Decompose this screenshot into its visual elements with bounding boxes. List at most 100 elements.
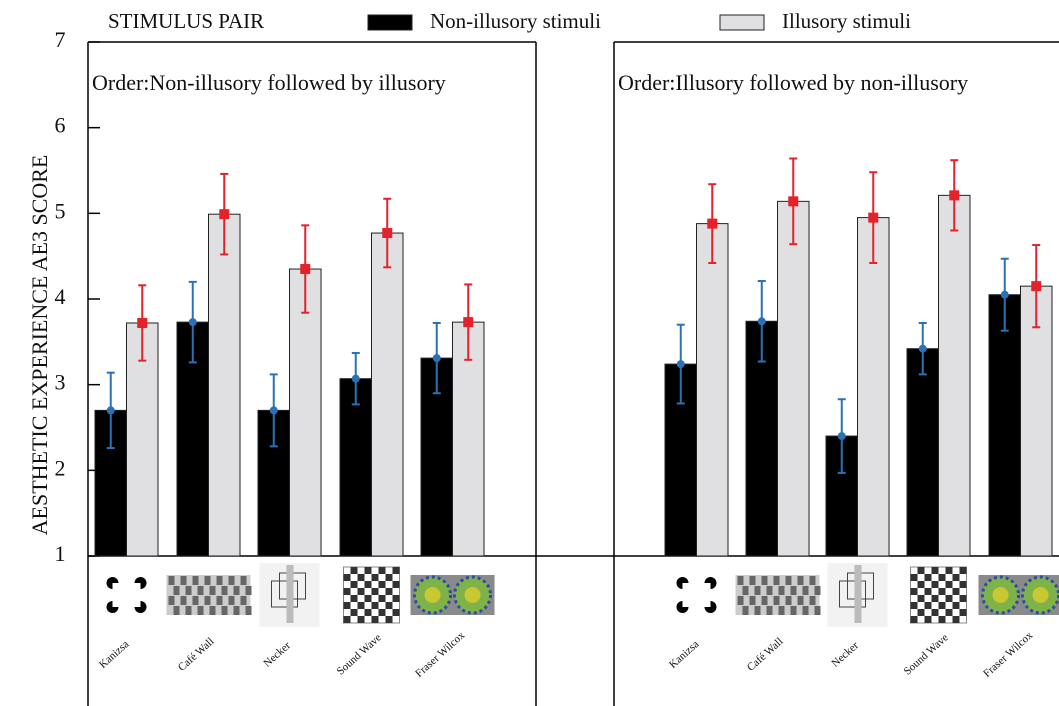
thumb-shape bbox=[372, 588, 379, 595]
bar bbox=[372, 233, 404, 556]
thumb-shape bbox=[738, 596, 744, 605]
thumb-shape bbox=[798, 576, 804, 585]
bar bbox=[939, 195, 971, 556]
thumb-shape bbox=[743, 586, 749, 595]
thumb-shape bbox=[683, 583, 711, 607]
thumb-shape bbox=[774, 596, 780, 605]
thumb-shape bbox=[798, 596, 804, 605]
thumb-shape bbox=[379, 595, 386, 602]
thumb-shape bbox=[246, 606, 252, 615]
thumb-shape bbox=[425, 587, 441, 603]
thumb-shape bbox=[193, 576, 199, 585]
thumb-shape bbox=[234, 586, 240, 595]
thumb-shape bbox=[351, 581, 358, 588]
thumb-shape bbox=[925, 616, 932, 623]
thumb-shape bbox=[767, 606, 773, 615]
thumb-shape bbox=[386, 574, 393, 581]
thumb-shape bbox=[186, 586, 192, 595]
point-marker bbox=[758, 317, 766, 325]
thumb-shape bbox=[932, 567, 939, 574]
thumb-shape bbox=[358, 616, 365, 623]
panel-subtitle: Order:Illusory followed by non-illusory bbox=[618, 70, 968, 95]
thumb-shape bbox=[379, 609, 386, 616]
thumb-shape bbox=[241, 576, 247, 585]
thumb-shape bbox=[918, 609, 925, 616]
point-marker bbox=[1031, 281, 1041, 291]
thumb-shape bbox=[946, 609, 953, 616]
legend-label: Illusory stimuli bbox=[782, 9, 911, 33]
thumb-shape bbox=[925, 588, 932, 595]
thumb-shape bbox=[344, 616, 351, 623]
thumb-shape bbox=[791, 586, 797, 595]
thumb-shape bbox=[815, 586, 821, 595]
thumb-shape bbox=[393, 567, 400, 574]
legend-title: STIMULUS PAIR bbox=[108, 9, 264, 33]
x-tick-label: Café Wall bbox=[745, 636, 786, 674]
thumb-shape bbox=[939, 616, 946, 623]
thumb-shape bbox=[372, 574, 379, 581]
point-marker bbox=[949, 190, 959, 200]
thumb-shape bbox=[234, 606, 240, 615]
thumb-shape bbox=[344, 574, 351, 581]
thumb-shape bbox=[939, 602, 946, 609]
thumb-shape bbox=[174, 586, 180, 595]
thumb-shape bbox=[174, 606, 180, 615]
thumb-shape bbox=[186, 606, 192, 615]
thumb-shape bbox=[946, 567, 953, 574]
thumb-shape bbox=[246, 586, 252, 595]
thumb-shape bbox=[386, 616, 393, 623]
x-tick-label: Necker bbox=[829, 639, 861, 669]
point-marker bbox=[433, 354, 441, 362]
point-marker bbox=[219, 209, 229, 219]
thumb-shape bbox=[762, 576, 768, 585]
bar bbox=[778, 201, 810, 556]
thumb-shape bbox=[210, 586, 216, 595]
thumb-shape bbox=[755, 586, 761, 595]
thumb-shape bbox=[953, 616, 960, 623]
thumb-shape bbox=[379, 581, 386, 588]
thumb-shape bbox=[803, 606, 809, 615]
thumb-shape bbox=[229, 596, 235, 605]
thumb-shape bbox=[169, 576, 175, 585]
thumb-shape bbox=[960, 609, 967, 616]
thumb-shape bbox=[393, 581, 400, 588]
thumb-shape bbox=[181, 596, 187, 605]
thumb-shape bbox=[217, 596, 223, 605]
point-marker bbox=[107, 406, 115, 414]
thumb-shape bbox=[222, 586, 228, 595]
point-marker bbox=[677, 360, 685, 368]
y-tick-label: 2 bbox=[55, 455, 66, 480]
thumb-shape bbox=[755, 606, 761, 615]
thumb-shape bbox=[365, 567, 372, 574]
thumb-shape bbox=[393, 609, 400, 616]
panel-subtitle: Order:Non-illusory followed by illusory bbox=[92, 70, 446, 95]
thumb-shape bbox=[386, 602, 393, 609]
x-tick-label: Fraser Wilcox bbox=[981, 629, 1035, 680]
thumb-shape bbox=[351, 567, 358, 574]
point-marker bbox=[868, 213, 878, 223]
legend-swatch bbox=[368, 15, 412, 30]
bar bbox=[697, 224, 729, 556]
x-tick-label: Sound Wave bbox=[335, 632, 384, 678]
chart: STIMULUS PAIR AESTHETIC EXPERIENCE AE3 S… bbox=[0, 0, 1059, 706]
thumb-shape bbox=[193, 596, 199, 605]
thumb-shape bbox=[960, 581, 967, 588]
thumb-shape bbox=[205, 596, 211, 605]
thumb-shape bbox=[241, 596, 247, 605]
thumb-shape bbox=[932, 581, 939, 588]
point-marker bbox=[919, 345, 927, 353]
y-tick-label: 1 bbox=[55, 541, 66, 566]
thumb-shape bbox=[918, 595, 925, 602]
point-marker bbox=[352, 375, 360, 383]
thumb-shape bbox=[810, 596, 816, 605]
bar bbox=[989, 295, 1021, 556]
thumb-shape bbox=[932, 609, 939, 616]
thumb-shape bbox=[786, 576, 792, 585]
thumb-shape bbox=[351, 595, 358, 602]
thumb-shape bbox=[750, 576, 756, 585]
thumb-shape bbox=[344, 602, 351, 609]
thumb-shape bbox=[379, 567, 386, 574]
thumb-shape bbox=[358, 602, 365, 609]
thumb-shape bbox=[911, 588, 918, 595]
y-axis-label: AESTHETIC EXPERIENCE AE3 SCORE bbox=[27, 155, 52, 536]
